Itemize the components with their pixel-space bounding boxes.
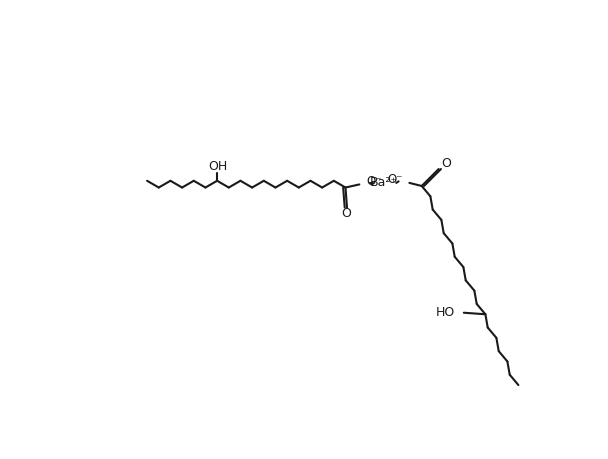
Text: OH: OH	[209, 160, 227, 173]
Text: O: O	[341, 207, 351, 220]
Text: O: O	[442, 157, 452, 170]
Text: O⁻: O⁻	[387, 174, 402, 186]
Text: HO: HO	[435, 306, 455, 319]
Text: Ba²⁺: Ba²⁺	[370, 176, 398, 190]
Text: O⁻: O⁻	[366, 175, 382, 188]
